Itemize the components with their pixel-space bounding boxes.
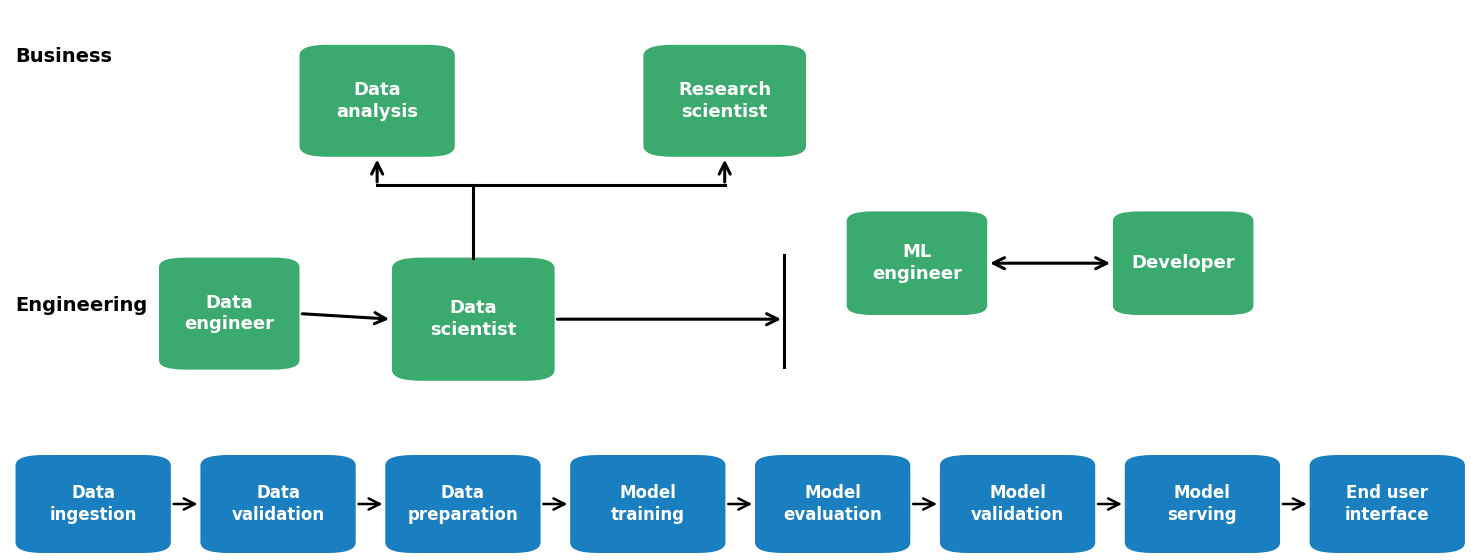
FancyBboxPatch shape (299, 45, 456, 157)
FancyBboxPatch shape (754, 455, 910, 553)
Text: Developer: Developer (1131, 254, 1235, 272)
Text: Data
scientist: Data scientist (430, 300, 516, 339)
FancyBboxPatch shape (1310, 455, 1464, 553)
Text: Model
evaluation: Model evaluation (784, 484, 881, 524)
Text: Business: Business (15, 46, 112, 66)
FancyBboxPatch shape (643, 45, 806, 157)
Text: Data
engineer: Data engineer (185, 294, 274, 333)
FancyBboxPatch shape (160, 258, 299, 370)
Text: Data
analysis: Data analysis (336, 81, 419, 120)
Text: Model
serving: Model serving (1167, 484, 1238, 524)
Text: Research
scientist: Research scientist (679, 81, 771, 120)
FancyBboxPatch shape (385, 455, 540, 553)
Text: End user
interface: End user interface (1344, 484, 1430, 524)
FancyBboxPatch shape (571, 455, 725, 553)
FancyBboxPatch shape (1112, 211, 1254, 315)
Text: Data
preparation: Data preparation (408, 484, 518, 524)
Text: Model
training: Model training (611, 484, 685, 524)
Text: Data
ingestion: Data ingestion (49, 484, 138, 524)
Text: ML
engineer: ML engineer (873, 244, 961, 283)
FancyBboxPatch shape (392, 258, 555, 381)
FancyBboxPatch shape (846, 211, 988, 315)
FancyBboxPatch shape (1124, 455, 1279, 553)
Text: Data
validation: Data validation (232, 484, 324, 524)
FancyBboxPatch shape (941, 455, 1094, 553)
FancyBboxPatch shape (16, 455, 172, 553)
Text: Engineering: Engineering (15, 296, 146, 315)
FancyBboxPatch shape (201, 455, 355, 553)
Text: Model
validation: Model validation (972, 484, 1063, 524)
